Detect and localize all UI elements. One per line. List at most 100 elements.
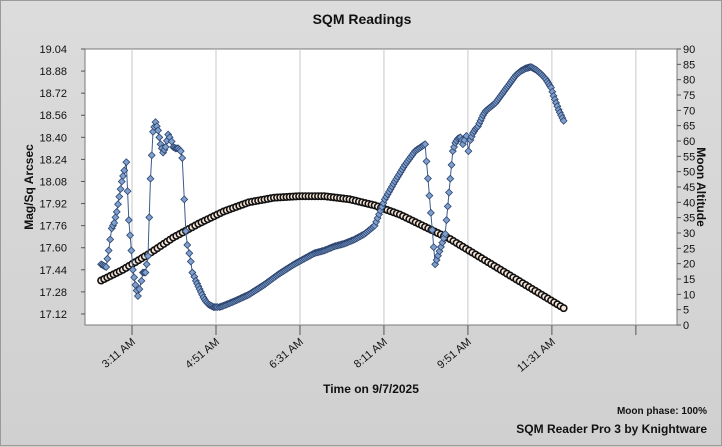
software-credit: SQM Reader Pro 3 by Knightware xyxy=(516,422,707,436)
y2-tick-label: 55 xyxy=(683,151,695,163)
sqm-point xyxy=(141,268,150,277)
x-tick-label: 3:11 AM xyxy=(100,336,138,371)
y-tick-label: 19.04 xyxy=(39,44,67,56)
y2-tick-label: 10 xyxy=(683,289,695,301)
sqm-point xyxy=(442,216,451,225)
sqm-point xyxy=(130,273,139,282)
plot-area xyxy=(84,48,678,326)
y-tick-label: 17.12 xyxy=(39,309,67,321)
sqm-point xyxy=(155,133,164,142)
y-tick-label: 18.72 xyxy=(39,88,67,100)
sqm-point xyxy=(102,263,111,272)
sqm-point xyxy=(146,174,155,183)
sqm-point xyxy=(135,285,144,294)
sqm-point xyxy=(147,151,156,160)
sqm-point xyxy=(103,254,112,263)
y-tick-label: 18.56 xyxy=(39,110,67,122)
sqm-point xyxy=(443,202,452,211)
sqm-point xyxy=(123,187,132,196)
y-tick-label: 17.28 xyxy=(39,287,67,299)
y2-tick-label: 5 xyxy=(683,305,689,317)
sqm-point xyxy=(426,208,435,217)
sqm-point xyxy=(183,240,192,249)
y2-tick-label: 15 xyxy=(683,274,695,286)
chart-title: SQM Readings xyxy=(313,11,412,27)
y-axis-right-title: Moon Altitude xyxy=(694,147,708,227)
sqm-point xyxy=(186,257,195,266)
sqm-point xyxy=(176,147,185,156)
sqm-point xyxy=(104,246,113,255)
sqm-point xyxy=(185,249,194,258)
y-axis-left-ticks: 17.12 17.28 17.44 17.60 17.76 17.92 18.08 18.24… xyxy=(39,44,85,321)
sqm-point xyxy=(422,157,431,166)
y-axis-left-title: Mag/Sq Arcsec xyxy=(22,144,36,230)
sqm-point xyxy=(114,200,122,209)
x-axis-title: Time on 9/7/2025 xyxy=(323,382,419,396)
sqm-point xyxy=(425,191,434,200)
series-moon-altitude xyxy=(97,192,568,313)
y2-tick-label: 65 xyxy=(683,121,695,133)
sqm-point xyxy=(115,192,124,201)
sqm-point xyxy=(116,185,125,194)
y2-tick-label: 20 xyxy=(683,259,695,271)
y2-tick-label: 75 xyxy=(683,90,695,102)
sqm-point xyxy=(128,265,137,274)
series-sqm-magnitude xyxy=(97,62,568,312)
y-tick-label: 18.88 xyxy=(39,66,67,78)
sqm-point xyxy=(111,213,120,222)
sqm-point xyxy=(559,116,568,125)
sqm-point xyxy=(429,243,438,252)
x-tick-label: 8:11 AM xyxy=(352,336,390,371)
sqm-point xyxy=(110,218,119,227)
sqm-point xyxy=(117,177,126,186)
sqm-point xyxy=(181,227,190,236)
x-tick-label: 11:31 AM xyxy=(515,336,558,375)
y2-tick-label: 45 xyxy=(683,182,695,194)
sqm-point xyxy=(120,166,129,175)
y2-tick-label: 50 xyxy=(683,167,695,179)
y-tick-label: 17.76 xyxy=(39,221,67,233)
sqm-point xyxy=(178,154,187,162)
series-layer xyxy=(97,62,568,313)
y-axis-right-ticks: 0 5 10 15 20 25 30 35 40 45 50 55 60 65 70 75 80 85 90 xyxy=(677,44,695,332)
y2-tick-label: 80 xyxy=(683,75,695,87)
x-tick-label: 9:51 AM xyxy=(435,336,474,371)
sqm-point xyxy=(119,171,128,180)
y2-tick-label: 90 xyxy=(683,44,695,56)
y-tick-label: 17.44 xyxy=(39,265,67,277)
sqm-point xyxy=(445,188,453,197)
sqm-point xyxy=(112,207,121,216)
x-tick-label: 6:31 AM xyxy=(267,336,306,371)
sqm-point xyxy=(106,235,115,244)
sqm-point xyxy=(428,226,437,234)
y2-tick-label: 85 xyxy=(683,59,695,71)
y-tick-label: 18.24 xyxy=(39,154,67,166)
sqm-point xyxy=(441,229,450,238)
y2-tick-label: 35 xyxy=(683,213,695,225)
y2-tick-label: 40 xyxy=(683,197,695,209)
y-tick-label: 18.08 xyxy=(39,176,67,188)
sqm-point xyxy=(423,174,432,183)
sqm-point xyxy=(127,246,136,255)
sqm-point xyxy=(137,276,146,285)
sqm-point xyxy=(421,140,430,149)
moon-altitude-point xyxy=(559,304,568,313)
y2-tick-label: 70 xyxy=(683,105,695,117)
sqm-point xyxy=(447,160,456,169)
y-tick-label: 17.60 xyxy=(39,243,67,255)
sqm-point xyxy=(154,126,163,135)
y2-tick-label: 30 xyxy=(683,228,695,240)
y2-tick-label: 60 xyxy=(683,136,695,148)
sqm-point xyxy=(144,252,152,260)
sqm-point xyxy=(142,260,151,269)
sqm-point xyxy=(161,143,170,151)
y-tick-label: 17.92 xyxy=(39,199,67,211)
sqm-point xyxy=(124,216,133,225)
x-axis-ticks: 3:11 AM 4:51 AM 6:31 AM 8:11 AM 9:51 AM 11:31… xyxy=(100,325,637,375)
y2-tick-label: 0 xyxy=(683,320,689,332)
sqm-point xyxy=(180,195,189,204)
y-tick-label: 18.40 xyxy=(39,132,67,144)
sqm-point xyxy=(145,213,154,222)
